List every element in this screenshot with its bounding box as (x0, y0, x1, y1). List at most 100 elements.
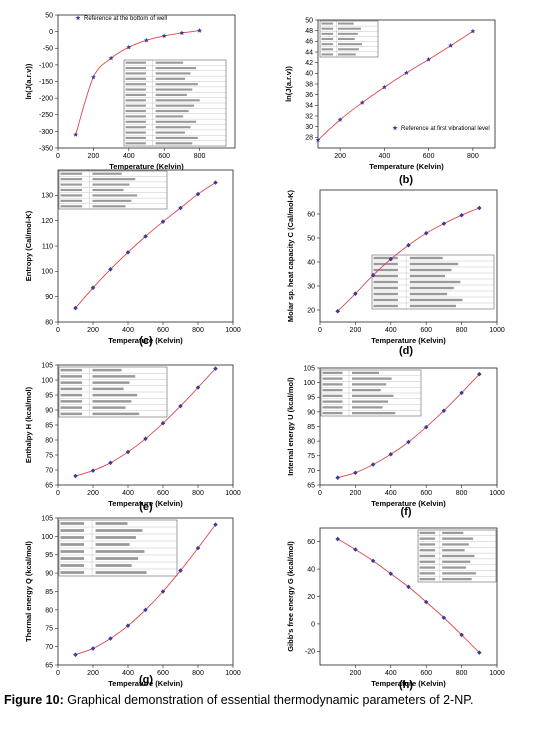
table-text-line (92, 172, 122, 175)
table-text-line (352, 383, 387, 386)
data-point (423, 424, 429, 430)
table-text-line (322, 371, 343, 375)
table-text-line (92, 381, 130, 384)
x-tick-label: 600 (420, 490, 432, 497)
table-text-line (373, 274, 398, 278)
x-tick-label: 600 (423, 153, 435, 160)
x-tick-label: 600 (157, 327, 169, 334)
y-tick-label: 32 (305, 113, 313, 120)
x-tick-label: 1000 (225, 327, 241, 334)
table-text-line (125, 126, 146, 129)
y-tick-label: 75 (307, 453, 315, 460)
y-tick-label: -100 (39, 62, 53, 69)
data-point (108, 55, 114, 61)
table-text-line (125, 120, 146, 123)
x-tick-label: 0 (318, 327, 322, 334)
x-tick-label: 0 (56, 670, 60, 677)
table-text-line (442, 560, 471, 563)
y-tick-label: 30 (305, 124, 313, 131)
table-text-line (125, 83, 146, 86)
x-axis-title: Temperature (Kelvin) (371, 679, 446, 688)
chart-panel-a: 0 200 400 600 800 50 0 -50 -100 -150 -200 -250 -300 -… (24, 12, 236, 181)
data-point (370, 558, 376, 564)
x-axis-title: Temperature (Kelvin) (108, 336, 183, 345)
table-text-line (155, 61, 184, 64)
table-text-line (419, 537, 436, 540)
x-tick-label: 200 (88, 153, 100, 160)
table-text-line (322, 394, 343, 398)
table-text-line (322, 406, 343, 409)
x-tick-label: 400 (385, 670, 397, 677)
table-text-line (155, 99, 200, 102)
table-text-line (155, 93, 187, 97)
chart-panel-d: 0 200 400 600 800 1000 20 30 40 50 60 Temperature (… (286, 189, 505, 357)
table-text-line (95, 529, 143, 532)
y-tick-label: 130 (41, 193, 53, 200)
table-text-line (155, 126, 191, 129)
data-point (353, 291, 358, 296)
table-text-line (155, 83, 198, 86)
table-text-line (155, 136, 198, 140)
table-text-line (125, 66, 146, 70)
data-point (470, 28, 476, 34)
data-point (195, 385, 201, 390)
table-text-line (409, 280, 461, 284)
table-text-line (125, 88, 146, 91)
data-point (125, 449, 131, 455)
table-text-line (155, 66, 197, 70)
x-tick-label: 600 (420, 327, 432, 334)
table-text-line (60, 375, 83, 378)
y-tick-label: 38 (305, 81, 313, 88)
data-point (335, 308, 340, 314)
y-tick-label: 44 (305, 49, 313, 56)
data-point (353, 547, 358, 552)
x-tick-label: 400 (122, 327, 134, 334)
table-text-line (419, 577, 436, 581)
table-text-line (60, 406, 83, 409)
chart-panel-c: 0 200 400 600 800 1000 80 90 100 110 120 130 Tempera… (24, 169, 241, 347)
data-point (381, 84, 387, 90)
y-tick-label: 65 (45, 662, 53, 669)
data-point (441, 408, 447, 413)
table-text-line (321, 22, 334, 25)
x-tick-label: 800 (467, 153, 479, 160)
table-text-line (409, 298, 463, 302)
x-axis-title: Temperature (Kelvin) (371, 499, 446, 508)
y-tick-label: 75 (45, 626, 53, 633)
x-tick-label: 200 (350, 327, 362, 334)
data-point (125, 250, 131, 255)
x-tick-label: 400 (385, 327, 397, 334)
table-text-line (155, 77, 185, 80)
data-point (197, 28, 203, 33)
fit-curve (317, 30, 474, 141)
table-text-line (92, 375, 136, 378)
x-tick-label: 200 (87, 327, 99, 334)
x-tick-label: 800 (456, 670, 468, 677)
y-tick-label: 20 (307, 307, 315, 314)
legend-label: Reference at first vibrational level (401, 126, 490, 132)
data-point (213, 366, 218, 371)
y-axis-title: Entropy (Cal/mol-K) (24, 210, 33, 281)
data-point (388, 452, 394, 457)
table-text-line (60, 543, 85, 546)
table-text-line (60, 400, 83, 403)
data-point (477, 205, 482, 211)
data-point (370, 272, 376, 278)
table-text-line (321, 43, 334, 46)
y-tick-label: -300 (39, 129, 53, 136)
x-tick-label: 1000 (225, 490, 241, 497)
y-tick-label: 90 (45, 294, 53, 301)
data-point (441, 615, 447, 620)
table-text-line (92, 188, 124, 192)
x-tick-label: 0 (56, 490, 60, 497)
y-tick-label: 85 (45, 422, 53, 429)
x-tick-label: 800 (192, 670, 204, 677)
x-tick-label: 400 (385, 490, 397, 497)
y-tick-label: 85 (307, 424, 315, 431)
data-point (179, 30, 185, 36)
x-axis-title: Temperature (Kelvin) (369, 162, 444, 171)
table-text-line (125, 77, 146, 80)
table-text-line (337, 48, 359, 51)
x-tick-label: 800 (456, 327, 468, 334)
